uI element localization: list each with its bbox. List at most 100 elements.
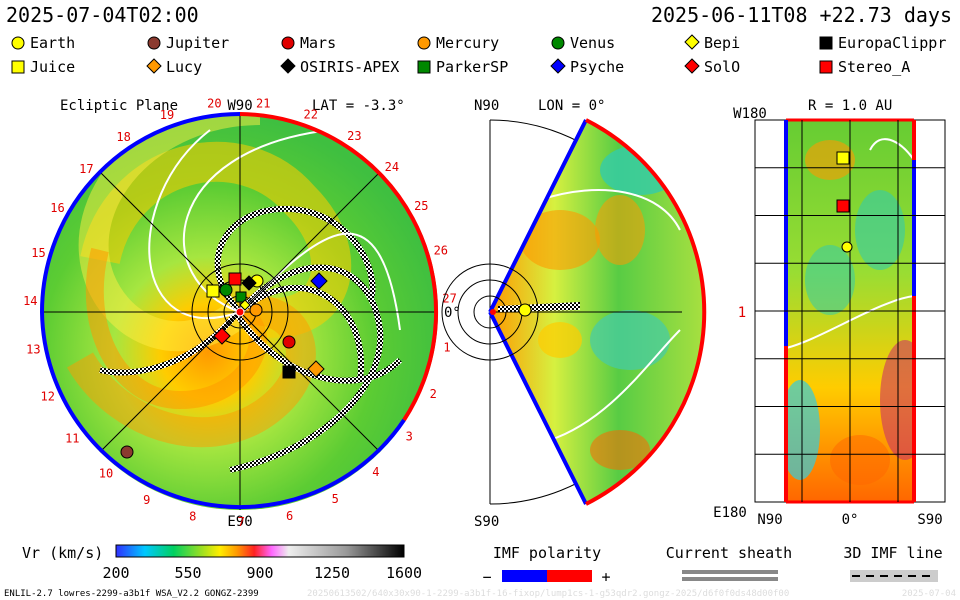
legend-jupiter-icon: [147, 36, 161, 50]
sheath-line-2: [682, 577, 778, 581]
ecliptic-rim-negative: [40, 112, 241, 313]
legend-parkersp-label: ParkerSP: [436, 58, 508, 76]
sector-number: 25: [414, 199, 428, 213]
legend-earth-label: Earth: [30, 34, 75, 52]
colorbar-tick-label: 1250: [314, 564, 350, 582]
legend-europaclippr-label: EuropaClippr: [838, 34, 946, 52]
radial-panel: W180 R = 1.0 AU 1 E180 N90 0° S90: [713, 98, 946, 528]
sector-number: 3: [406, 429, 413, 443]
colorbar-tick-label: 200: [102, 564, 129, 582]
colorbar-tick-label: 550: [174, 564, 201, 582]
sector-number: 5: [332, 492, 339, 506]
sector-number: 23: [347, 129, 361, 143]
radial-bottom-label: E180: [713, 505, 747, 521]
colorbar: Vr (km/s) 200 550 900 1250 1600: [22, 544, 422, 582]
sector-number: 9: [143, 493, 150, 507]
stereo-a-marker: [228, 272, 242, 286]
radial-structures: [786, 138, 914, 485]
footer-model: ENLIL-2.7 lowres-2299-a3b1f WSA_V2.2 GON…: [4, 589, 259, 599]
ecliptic-lat-label: LAT = -3.3°: [312, 98, 405, 114]
legend-lucy-label: Lucy: [166, 58, 202, 76]
sector-number: 17: [79, 162, 93, 176]
meridional-lon-label: LON = 0°: [538, 98, 605, 114]
legend-earth-icon: [11, 36, 25, 50]
legend-europaclippr-icon: [819, 36, 833, 50]
legend-venus-label: Venus: [570, 34, 615, 52]
meridional-panel: N90 LON = 0° S90 0°: [441, 98, 707, 530]
meridional-bottom-label: S90: [474, 514, 499, 530]
sector-number: 18: [116, 130, 130, 144]
footer-run-id: 20250613502/640x30x90-1-2299-a3b1f-16-fi…: [307, 589, 789, 599]
sector-number: 10: [99, 467, 113, 481]
run-time: 2025-06-11T08 +22.73 days: [651, 3, 952, 27]
psyche-marker: [310, 272, 328, 290]
jupiter-marker: [120, 445, 134, 459]
radial-left-label: 1: [738, 305, 746, 321]
sector-number: 8: [189, 510, 196, 524]
radial-r-label: R = 1.0 AU: [808, 98, 892, 114]
juice-marker: [206, 284, 220, 298]
radial-x-label-left: N90: [757, 512, 782, 528]
legend-osiris-apex-label: OSIRIS-APEX: [300, 58, 399, 76]
imf-title: IMF polarity: [493, 544, 601, 562]
colorbar-gradient: [115, 544, 405, 558]
sector-number: 15: [31, 246, 45, 260]
ecliptic-rim-negative: [40, 311, 406, 510]
earth-marker-meridional: [518, 303, 532, 317]
legend-stereo-a-icon: [819, 60, 833, 74]
ecliptic-top-label: W90: [227, 98, 252, 114]
ecliptic-rim-positive: [239, 112, 439, 422]
legend-parkersp-icon: [417, 60, 431, 74]
osiris-apex-marker: [241, 275, 257, 291]
sector-number: 2: [430, 387, 437, 401]
mars-marker: [282, 335, 296, 349]
orbit-ring: [473, 295, 507, 329]
sun-marker-meridional: [490, 309, 496, 315]
legend-osiris-apex-icon: [280, 58, 296, 74]
radial-x-label-right: S90: [917, 512, 942, 528]
sector-number: 19: [160, 108, 174, 122]
sector-numbers: 20 21222324252627123456789101112131415161…: [23, 96, 457, 529]
solo-marker: [213, 327, 231, 345]
sector-number: 16: [50, 201, 64, 215]
imf-3d-key: 3D IMF line: [843, 544, 943, 582]
legend-mars-icon: [281, 36, 295, 50]
meridional-edge-negative: [488, 311, 588, 505]
colorbar-tick-label: 1600: [386, 564, 422, 582]
body-legend: Earth Jupiter Mars Mercury Venus Bepi EuropaCl…: [11, 34, 946, 76]
radial-grid: [755, 120, 945, 502]
sun-marker: [235, 307, 245, 317]
radial-x-label-mid: 0°: [842, 512, 859, 528]
stereo-a-marker-radial: [836, 199, 850, 213]
legend-bepi-icon: [684, 34, 700, 50]
legend-venus-icon: [551, 36, 565, 50]
sector-number: 11: [65, 431, 79, 445]
meridional-edge-negative: [488, 119, 588, 313]
ecliptic-bodies: [120, 272, 328, 459]
legend-jupiter-label: Jupiter: [166, 34, 229, 52]
orbit-ring: [441, 263, 539, 361]
sector-number: 6: [286, 509, 293, 523]
legend-psyche-label: Psyche: [570, 58, 624, 76]
legend-mercury-label: Mercury: [436, 34, 499, 52]
legend-solo-label: SolO: [704, 58, 740, 76]
ecliptic-bottom-label: E90: [227, 514, 252, 530]
imf-positive-swatch: [547, 570, 592, 582]
sector-number: 24: [385, 160, 399, 174]
ecliptic-panel: Ecliptic Plane W90 LAT = -3.3° E90 0°: [23, 96, 461, 530]
juice-marker-radial: [836, 151, 850, 165]
sector-number: 1: [443, 340, 450, 354]
ecliptic-right-label: 0°: [444, 305, 461, 321]
sector-number: 22: [303, 107, 317, 121]
sector-number: 27: [442, 292, 456, 306]
legend-lucy-icon: [146, 58, 162, 74]
imf-polarity-key: IMF polarity − +: [482, 544, 610, 586]
imf-negative-swatch: [502, 570, 547, 582]
model-time: 2025-07-04T02:00: [6, 3, 199, 27]
colorbar-label: Vr (km/s): [22, 544, 103, 562]
colorbar-ticks: 200 550 900 1250 1600: [102, 564, 422, 582]
sector-number: 26: [434, 244, 448, 258]
legend-mercury-icon: [417, 36, 431, 50]
colorbar-tick-label: 900: [246, 564, 273, 582]
